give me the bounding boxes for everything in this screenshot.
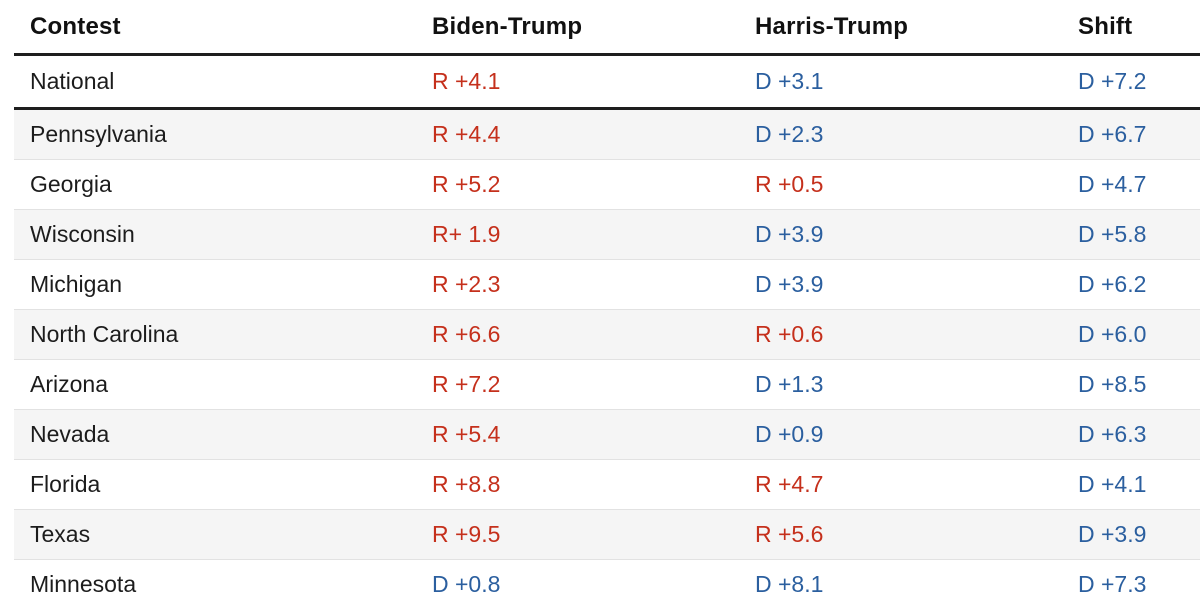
- shift-cell: D +4.1: [1078, 471, 1147, 497]
- biden-trump-cell: R+ 1.9: [432, 221, 501, 247]
- biden-trump-cell: R +4.4: [432, 121, 501, 147]
- column-header-contest: Contest: [30, 12, 121, 40]
- table-header-row: Contest Biden-Trump Harris-Trump Shift: [14, 0, 1200, 56]
- harris-trump-cell: D +2.3: [755, 121, 824, 147]
- table-row: Pennsylvania R +4.4 D +2.3 D +6.7: [14, 110, 1200, 160]
- table-row: Arizona R +7.2 D +1.3 D +8.5: [14, 360, 1200, 410]
- harris-trump-cell: D +3.1: [755, 68, 824, 94]
- contest-cell: Pennsylvania: [30, 121, 167, 147]
- table-row: Georgia R +5.2 R +0.5 D +4.7: [14, 160, 1200, 210]
- biden-trump-cell: D +0.8: [432, 571, 501, 597]
- contest-cell: Arizona: [30, 371, 108, 397]
- shift-cell: D +6.7: [1078, 121, 1147, 147]
- column-header-biden-trump: Biden-Trump: [432, 12, 583, 40]
- biden-trump-cell: R +6.6: [432, 321, 501, 347]
- shift-cell: D +7.2: [1078, 68, 1147, 94]
- shift-cell: D +5.8: [1078, 221, 1147, 247]
- harris-trump-cell: R +0.5: [755, 171, 824, 197]
- table-row: Florida R +8.8 R +4.7 D +4.1: [14, 460, 1200, 510]
- table-row: Wisconsin R+ 1.9 D +3.9 D +5.8: [14, 210, 1200, 260]
- shift-cell: D +6.2: [1078, 271, 1147, 297]
- harris-trump-cell: R +0.6: [755, 321, 824, 347]
- harris-trump-cell: D +0.9: [755, 421, 824, 447]
- contest-cell: Texas: [30, 521, 91, 547]
- contest-cell: Florida: [30, 471, 101, 497]
- biden-trump-cell: R +5.4: [432, 421, 501, 447]
- table-body: National R +4.1 D +3.1 D +7.2 Pennsylvania R …: [14, 56, 1200, 600]
- shift-cell: D +6.3: [1078, 421, 1147, 447]
- harris-trump-cell: D +8.1: [755, 571, 824, 597]
- table-row: Nevada R +5.4 D +0.9 D +6.3: [14, 410, 1200, 460]
- contest-cell: Georgia: [30, 171, 112, 197]
- table-row: Texas R +9.5 R +5.6 D +3.9: [14, 510, 1200, 560]
- column-header-harris-trump: Harris-Trump: [755, 12, 909, 40]
- harris-trump-cell: R +5.6: [755, 521, 824, 547]
- contest-cell: Minnesota: [30, 571, 137, 597]
- contest-cell: North Carolina: [30, 321, 179, 347]
- biden-trump-cell: R +2.3: [432, 271, 501, 297]
- shift-cell: D +7.3: [1078, 571, 1147, 597]
- harris-trump-cell: D +1.3: [755, 371, 824, 397]
- biden-trump-cell: R +8.8: [432, 471, 501, 497]
- contest-cell: Nevada: [30, 421, 110, 447]
- harris-trump-cell: D +3.9: [755, 271, 824, 297]
- table-row: National R +4.1 D +3.1 D +7.2: [14, 56, 1200, 110]
- contest-cell: Wisconsin: [30, 221, 135, 247]
- table-row: Michigan R +2.3 D +3.9 D +6.2: [14, 260, 1200, 310]
- polling-shift-table: Contest Biden-Trump Harris-Trump Shift N…: [14, 0, 1200, 600]
- harris-trump-cell: D +3.9: [755, 221, 824, 247]
- harris-trump-cell: R +4.7: [755, 471, 824, 497]
- shift-cell: D +8.5: [1078, 371, 1147, 397]
- biden-trump-cell: R +4.1: [432, 68, 501, 94]
- shift-cell: D +4.7: [1078, 171, 1147, 197]
- contest-cell: Michigan: [30, 271, 123, 297]
- table-row: North Carolina R +6.6 R +0.6 D +6.0: [14, 310, 1200, 360]
- table-row: Minnesota D +0.8 D +8.1 D +7.3: [14, 560, 1200, 600]
- biden-trump-cell: R +9.5: [432, 521, 501, 547]
- biden-trump-cell: R +7.2: [432, 371, 501, 397]
- column-header-shift: Shift: [1078, 12, 1133, 40]
- contest-cell: National: [30, 68, 115, 94]
- shift-cell: D +6.0: [1078, 321, 1147, 347]
- shift-cell: D +3.9: [1078, 521, 1147, 547]
- biden-trump-cell: R +5.2: [432, 171, 501, 197]
